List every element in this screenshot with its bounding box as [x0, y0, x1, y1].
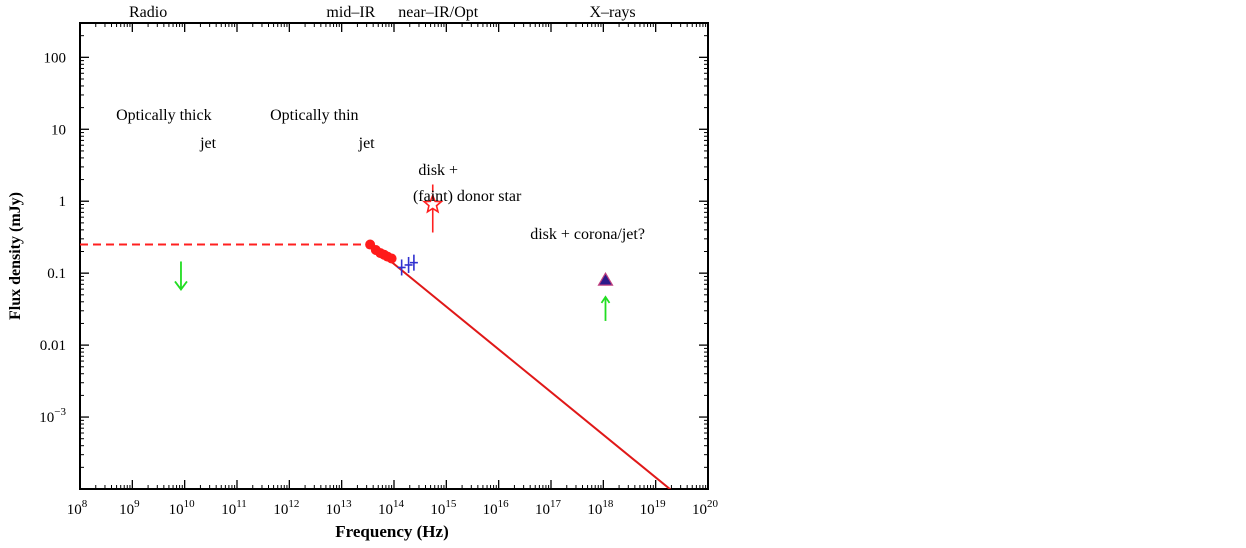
- power-law-line: [369, 243, 672, 489]
- band-label: X–rays: [589, 4, 635, 21]
- band-label: Radio: [129, 4, 167, 21]
- annotation-label: Optically thin: [270, 107, 358, 124]
- x-tick-label: 1017: [535, 498, 562, 518]
- x-tick-label: 108: [67, 498, 88, 518]
- x-tick-label: 1014: [378, 498, 405, 518]
- y-axis-label: Flux density (mJy): [7, 192, 24, 320]
- upper-limit-arrow: [174, 261, 188, 291]
- y-tick-label: 10: [51, 122, 66, 138]
- data-point-errorbar: [404, 256, 413, 273]
- x-axis-label: Frequency (Hz): [335, 522, 448, 541]
- x-tick-label: 1011: [221, 498, 247, 518]
- y-tick-label: 0.1: [47, 266, 66, 282]
- annotation-label: disk + corona/jet?: [530, 226, 645, 243]
- limit-head: [600, 295, 611, 304]
- data-point-errorbar: [397, 259, 406, 276]
- band-label: near–IR/Opt: [398, 4, 479, 21]
- y-tick-label: 1: [59, 194, 67, 210]
- annotation-label: disk +: [418, 162, 458, 179]
- x-tick-label: 1015: [430, 498, 457, 518]
- axis-ticks: [79, 22, 709, 490]
- annotation-label: jet: [358, 135, 376, 152]
- data-point-circle: [386, 253, 397, 264]
- chart-marks: [80, 184, 672, 489]
- y-tick-label: 0.01: [40, 338, 66, 354]
- limit-head: [174, 280, 188, 291]
- x-tick-label: 1013: [326, 498, 353, 518]
- x-tick-label: 1016: [483, 498, 510, 518]
- x-tick-label: 1020: [692, 498, 719, 518]
- x-tick-label: 1019: [640, 498, 667, 518]
- star-marker: [422, 193, 444, 214]
- annotation-label: jet: [199, 135, 217, 152]
- x-tick-label: 1010: [169, 498, 196, 518]
- annotation-label: (faint) donor star: [413, 188, 522, 205]
- y-tick-label: 10−3: [39, 406, 66, 426]
- annotation-label: Optically thick: [116, 107, 212, 124]
- data-point-star: [422, 184, 444, 233]
- data-point-triangle: [597, 271, 614, 286]
- x-tick-label: 109: [119, 498, 140, 518]
- data-point-errorbar: [409, 254, 418, 271]
- lower-limit-arrow: [600, 295, 611, 321]
- band-label: mid–IR: [326, 4, 375, 21]
- y-tick-label: 100: [44, 50, 67, 66]
- x-tick-label: 1018: [587, 498, 614, 518]
- x-tick-label: 1012: [273, 498, 299, 518]
- chart-labels: 108 109 1010 1011 1012 1013 1014 1015 1016 1017 10…: [39, 4, 718, 518]
